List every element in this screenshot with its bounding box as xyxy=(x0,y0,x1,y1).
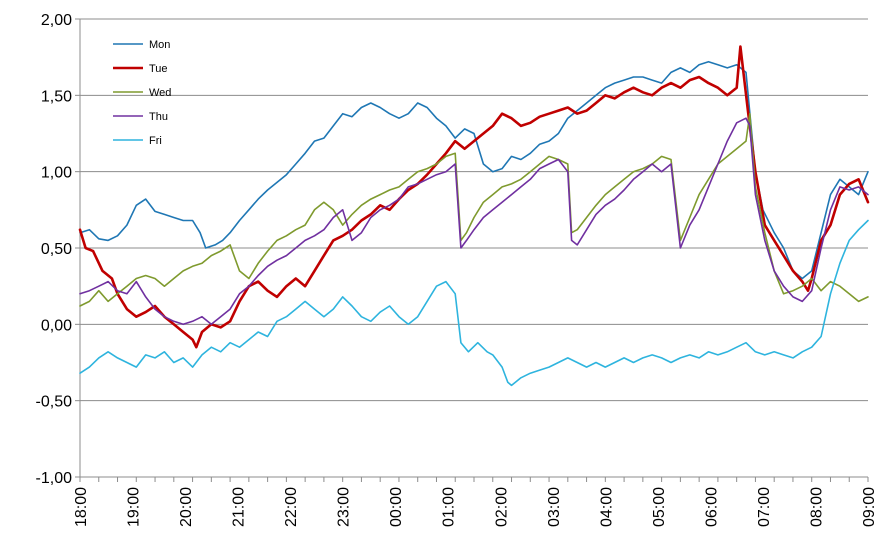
series-lines xyxy=(78,45,870,387)
x-tick-label: 05:00 xyxy=(651,487,668,527)
series-line-tue xyxy=(78,45,870,349)
x-tick-label: 09:00 xyxy=(861,487,878,527)
series-line-mon xyxy=(79,60,869,280)
x-tick-label: 07:00 xyxy=(756,487,773,527)
legend-label-fri: Fri xyxy=(149,135,162,147)
x-tick-label: 01:00 xyxy=(441,487,458,527)
legend-label-wed: Wed xyxy=(149,87,171,99)
legend: Mon Tue Wed Thu Fri xyxy=(113,39,171,147)
x-tick-label: 06:00 xyxy=(703,487,720,527)
y-tick-label: -1,00 xyxy=(36,470,73,487)
x-tick-label: 00:00 xyxy=(388,487,405,527)
x-tick-label: 20:00 xyxy=(178,487,195,527)
x-tick-label: 04:00 xyxy=(598,487,615,527)
x-tick-label: 03:00 xyxy=(546,487,563,527)
legend-label-tue: Tue xyxy=(149,63,168,75)
x-tick-label: 19:00 xyxy=(126,487,143,527)
axes xyxy=(75,18,869,482)
x-tick-label: 22:00 xyxy=(283,487,300,527)
x-tick-label: 18:00 xyxy=(73,487,90,527)
series-line-wed xyxy=(79,112,869,307)
y-tick-label: 2,00 xyxy=(41,12,72,29)
y-tick-label: 1,00 xyxy=(41,165,72,182)
x-tick-label: 02:00 xyxy=(493,487,510,527)
series-line-fri xyxy=(79,219,869,387)
x-tick-label: 21:00 xyxy=(231,487,248,527)
series-line-thu xyxy=(79,117,869,326)
y-tick-label: 0,50 xyxy=(41,241,72,258)
y-tick-label: 0,00 xyxy=(41,317,72,334)
x-tick-label: 08:00 xyxy=(808,487,825,527)
y-tick-label: 1,50 xyxy=(41,88,72,105)
legend-label-mon: Mon xyxy=(149,39,170,51)
x-tick-label: 23:00 xyxy=(336,487,353,527)
legend-label-thu: Thu xyxy=(149,111,168,123)
y-tick-label: -0,50 xyxy=(36,394,73,411)
